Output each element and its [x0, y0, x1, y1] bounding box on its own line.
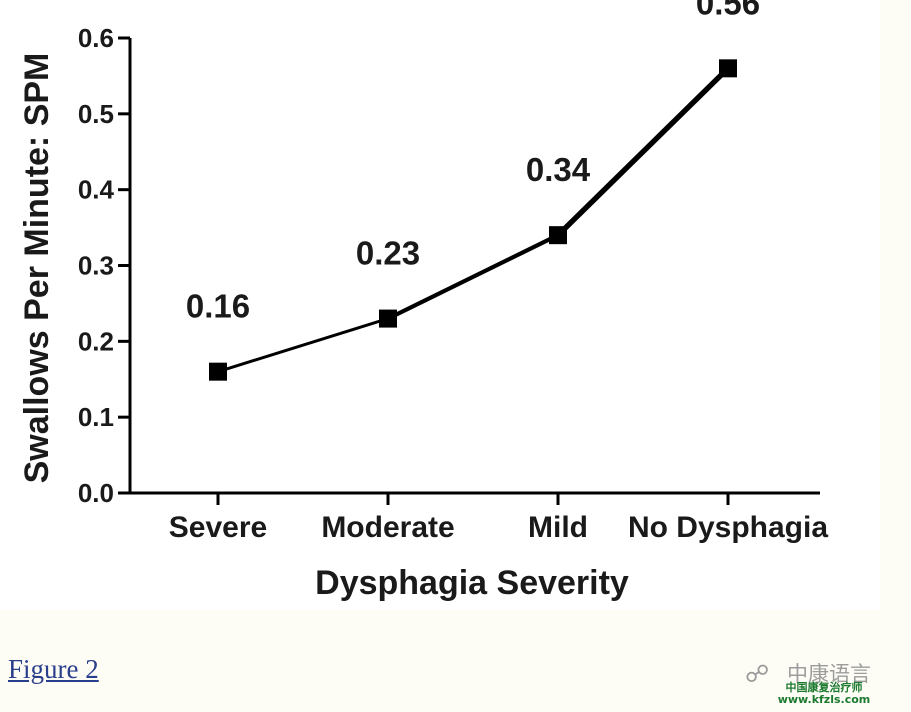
series-line-segment	[385, 233, 561, 321]
data-series	[209, 59, 737, 381]
y-tick-label: 0.6	[78, 23, 114, 53]
wechat-icon: ☍	[745, 661, 770, 688]
x-tick-label: Severe	[169, 511, 267, 544]
y-tick-label: 0.2	[78, 326, 114, 356]
x-axis-title: Dysphagia Severity	[315, 564, 629, 602]
data-point	[549, 226, 567, 245]
watermark-subtitle: 中国康复治疗师 www.kfzls.com	[749, 682, 899, 706]
series-line-segment	[555, 65, 731, 238]
x-axis: Severe Moderate Mild No Dysphagia	[118, 491, 828, 544]
y-tick-label: 0.4	[78, 175, 115, 205]
watermark-subtitle-line2: www.kfzls.com	[777, 693, 871, 706]
data-label: 0.56	[696, 0, 760, 21]
figure-2-link[interactable]: Figure 2	[8, 654, 99, 684]
data-point	[379, 309, 397, 328]
y-tick-label: 0.1	[78, 402, 114, 432]
x-tick-label: Mild	[528, 511, 588, 544]
data-label: 0.16	[186, 288, 250, 325]
chart-panel: 0.0 0.1 0.2 0.3 0.4 0.5 0.6 Severe Moderate Mild…	[18, 0, 829, 602]
data-point	[719, 59, 737, 78]
data-labels: 0.16 0.23 0.34 0.56	[186, 0, 760, 325]
y-axis-title: Swallows Per Minute: SPM	[18, 53, 56, 484]
data-label: 0.23	[356, 235, 420, 272]
y-tick-label: 0.3	[78, 251, 114, 281]
line-chart: 0.0 0.1 0.2 0.3 0.4 0.5 0.6 Severe Moderate Mild…	[18, 0, 828, 602]
x-tick-label: No Dysphagia	[628, 511, 828, 544]
data-point	[209, 362, 227, 381]
watermark-title: 中康语言	[787, 662, 871, 686]
data-label: 0.34	[526, 151, 591, 188]
y-tick-label: 0.0	[78, 478, 114, 508]
watermark-subtitle-line1: 中国康复治疗师	[785, 681, 863, 694]
y-axis: 0.0 0.1 0.2 0.3 0.4 0.5 0.6	[78, 23, 132, 508]
y-tick-label: 0.5	[78, 99, 114, 129]
series-line-segment	[216, 317, 390, 374]
watermark: ☍ 中康语言 中国康复治疗师 www.kfzls.com	[745, 656, 905, 708]
x-tick-label: Moderate	[321, 511, 454, 544]
